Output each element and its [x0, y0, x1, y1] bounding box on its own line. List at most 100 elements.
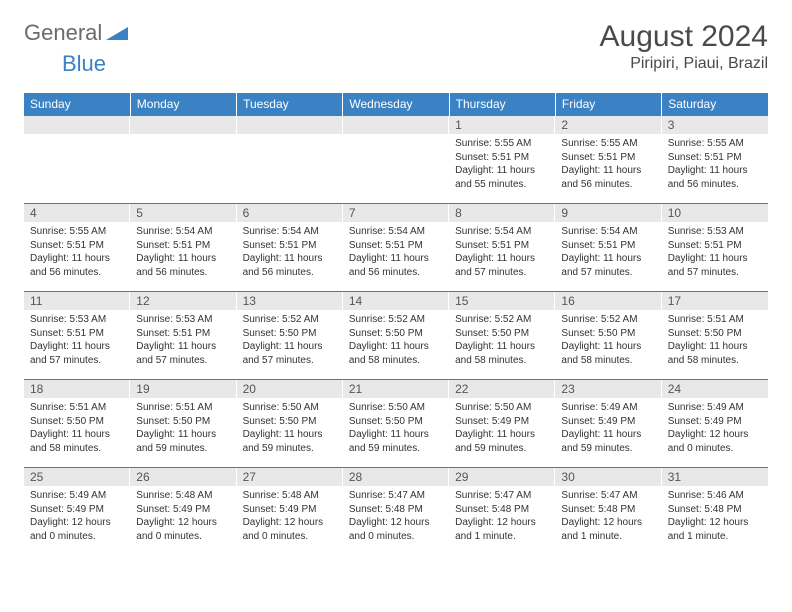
day-line-ss: Sunset: 5:49 PM: [30, 503, 124, 517]
day-line-sr: Sunrise: 5:50 AM: [455, 401, 549, 415]
day-line-sr: Sunrise: 5:55 AM: [455, 137, 549, 151]
day-line-d2: and 0 minutes.: [30, 530, 124, 544]
day-line-d2: and 58 minutes.: [455, 354, 549, 368]
weekday-header: Friday: [555, 93, 661, 116]
day-details: Sunrise: 5:48 AMSunset: 5:49 PMDaylight:…: [237, 486, 343, 547]
day-line-d1: Daylight: 11 hours: [455, 340, 549, 354]
day-details: Sunrise: 5:53 AMSunset: 5:51 PMDaylight:…: [130, 310, 236, 371]
calendar-day-cell: 22Sunrise: 5:50 AMSunset: 5:49 PMDayligh…: [449, 380, 555, 468]
day-line-sr: Sunrise: 5:48 AM: [243, 489, 337, 503]
day-number: 18: [24, 380, 130, 398]
day-number: 13: [237, 292, 343, 310]
day-line-ss: Sunset: 5:48 PM: [455, 503, 549, 517]
day-line-d2: and 57 minutes.: [243, 354, 337, 368]
day-line-d1: Daylight: 12 hours: [136, 516, 230, 530]
day-line-d1: Daylight: 11 hours: [668, 252, 762, 266]
day-line-sr: Sunrise: 5:47 AM: [349, 489, 443, 503]
day-number: 1: [449, 116, 555, 134]
day-details: Sunrise: 5:55 AMSunset: 5:51 PMDaylight:…: [662, 134, 768, 195]
day-line-d2: and 0 minutes.: [668, 442, 762, 456]
day-line-ss: Sunset: 5:49 PM: [455, 415, 549, 429]
day-line-sr: Sunrise: 5:52 AM: [243, 313, 337, 327]
day-number: 8: [449, 204, 555, 222]
day-line-ss: Sunset: 5:49 PM: [668, 415, 762, 429]
day-line-ss: Sunset: 5:50 PM: [30, 415, 124, 429]
day-line-d2: and 58 minutes.: [561, 354, 655, 368]
day-line-d2: and 0 minutes.: [136, 530, 230, 544]
day-details: Sunrise: 5:54 AMSunset: 5:51 PMDaylight:…: [130, 222, 236, 283]
day-line-sr: Sunrise: 5:49 AM: [668, 401, 762, 415]
day-line-d2: and 59 minutes.: [349, 442, 443, 456]
title-block: August 2024 Piripiri, Piaui, Brazil: [600, 20, 768, 73]
day-line-d1: Daylight: 11 hours: [243, 252, 337, 266]
calendar-week-row: 4Sunrise: 5:55 AMSunset: 5:51 PMDaylight…: [24, 204, 768, 292]
day-number: 6: [237, 204, 343, 222]
day-line-d1: Daylight: 11 hours: [561, 164, 655, 178]
calendar-week-row: 18Sunrise: 5:51 AMSunset: 5:50 PMDayligh…: [24, 380, 768, 468]
day-line-sr: Sunrise: 5:54 AM: [455, 225, 549, 239]
day-line-sr: Sunrise: 5:55 AM: [561, 137, 655, 151]
day-line-ss: Sunset: 5:51 PM: [561, 151, 655, 165]
day-details: Sunrise: 5:50 AMSunset: 5:50 PMDaylight:…: [343, 398, 449, 459]
day-number: 24: [662, 380, 768, 398]
day-line-ss: Sunset: 5:50 PM: [243, 415, 337, 429]
day-number: 23: [555, 380, 661, 398]
day-line-sr: Sunrise: 5:54 AM: [243, 225, 337, 239]
weekday-header: Tuesday: [237, 93, 343, 116]
day-line-sr: Sunrise: 5:50 AM: [349, 401, 443, 415]
day-line-d2: and 59 minutes.: [136, 442, 230, 456]
calendar-day-cell: 30Sunrise: 5:47 AMSunset: 5:48 PMDayligh…: [555, 468, 661, 556]
day-number: 15: [449, 292, 555, 310]
day-line-d2: and 57 minutes.: [455, 266, 549, 280]
day-line-sr: Sunrise: 5:53 AM: [136, 313, 230, 327]
day-details: Sunrise: 5:52 AMSunset: 5:50 PMDaylight:…: [343, 310, 449, 371]
day-details: Sunrise: 5:52 AMSunset: 5:50 PMDaylight:…: [555, 310, 661, 371]
calendar-week-row: 25 Sunrise: 5:49 AMSunset: 5:49 PM Dayligh…: [24, 468, 768, 556]
day-line-d2: and 1 minute.: [561, 530, 655, 544]
day-line-d2: and 57 minutes.: [668, 266, 762, 280]
day-details: Sunrise: 5:50 AMSunset: 5:49 PMDaylight:…: [449, 398, 555, 459]
calendar-day-cell: 28Sunrise: 5:47 AMSunset: 5:48 PMDayligh…: [343, 468, 449, 556]
day-line-d2: and 59 minutes.: [243, 442, 337, 456]
calendar-day-cell: 31Sunrise: 5:46 AMSunset: 5:48 PMDayligh…: [662, 468, 768, 556]
day-number: 4: [24, 204, 130, 222]
calendar-day-cell: 19Sunrise: 5:51 AMSunset: 5:50 PMDayligh…: [130, 380, 236, 468]
day-line-ss: Sunset: 5:51 PM: [243, 239, 337, 253]
day-number: 25: [24, 468, 130, 486]
day-line-d1: Daylight: 11 hours: [243, 340, 337, 354]
day-number: [130, 116, 236, 134]
day-line-d2: and 1 minute.: [668, 530, 762, 544]
day-line-d2: and 57 minutes.: [30, 354, 124, 368]
day-details: Sunrise: 5:51 AMSunset: 5:50 PMDaylight:…: [24, 398, 130, 459]
day-line-d2: and 56 minutes.: [243, 266, 337, 280]
day-line-d2: and 0 minutes.: [349, 530, 443, 544]
day-number: 2: [555, 116, 661, 134]
day-line-ss: Sunset: 5:49 PM: [561, 415, 655, 429]
day-line-d2: and 0 minutes.: [243, 530, 337, 544]
day-details: Sunrise: 5:54 AMSunset: 5:51 PMDaylight:…: [237, 222, 343, 283]
location-subtitle: Piripiri, Piaui, Brazil: [600, 55, 768, 73]
day-line-sr: Sunrise: 5:52 AM: [349, 313, 443, 327]
day-number: 22: [449, 380, 555, 398]
day-line-ss: Sunset: 5:50 PM: [455, 327, 549, 341]
day-line-sr: Sunrise: 5:51 AM: [668, 313, 762, 327]
calendar-day-cell: [343, 116, 449, 204]
day-line-d2: and 57 minutes.: [136, 354, 230, 368]
day-line-sr: Sunrise: 5:52 AM: [561, 313, 655, 327]
day-details: Sunrise: 5:54 AMSunset: 5:51 PMDaylight:…: [555, 222, 661, 283]
day-line-d2: and 59 minutes.: [561, 442, 655, 456]
day-number: 11: [24, 292, 130, 310]
day-number: [237, 116, 343, 134]
calendar-day-cell: 4Sunrise: 5:55 AMSunset: 5:51 PMDaylight…: [24, 204, 130, 292]
calendar-day-cell: 3Sunrise: 5:55 AMSunset: 5:51 PMDaylight…: [662, 116, 768, 204]
weekday-header: Sunday: [24, 93, 130, 116]
day-line-d1: Daylight: 11 hours: [561, 252, 655, 266]
day-number: 5: [130, 204, 236, 222]
day-line-ss: Sunset: 5:51 PM: [136, 239, 230, 253]
day-line-sr: Sunrise: 5:49 AM: [30, 489, 124, 503]
day-line-ss: Sunset: 5:51 PM: [30, 239, 124, 253]
day-details: Sunrise: 5:55 AMSunset: 5:51 PMDaylight:…: [24, 222, 130, 283]
day-line-d1: Daylight: 11 hours: [561, 428, 655, 442]
day-line-ss: Sunset: 5:51 PM: [136, 327, 230, 341]
day-number: 17: [662, 292, 768, 310]
